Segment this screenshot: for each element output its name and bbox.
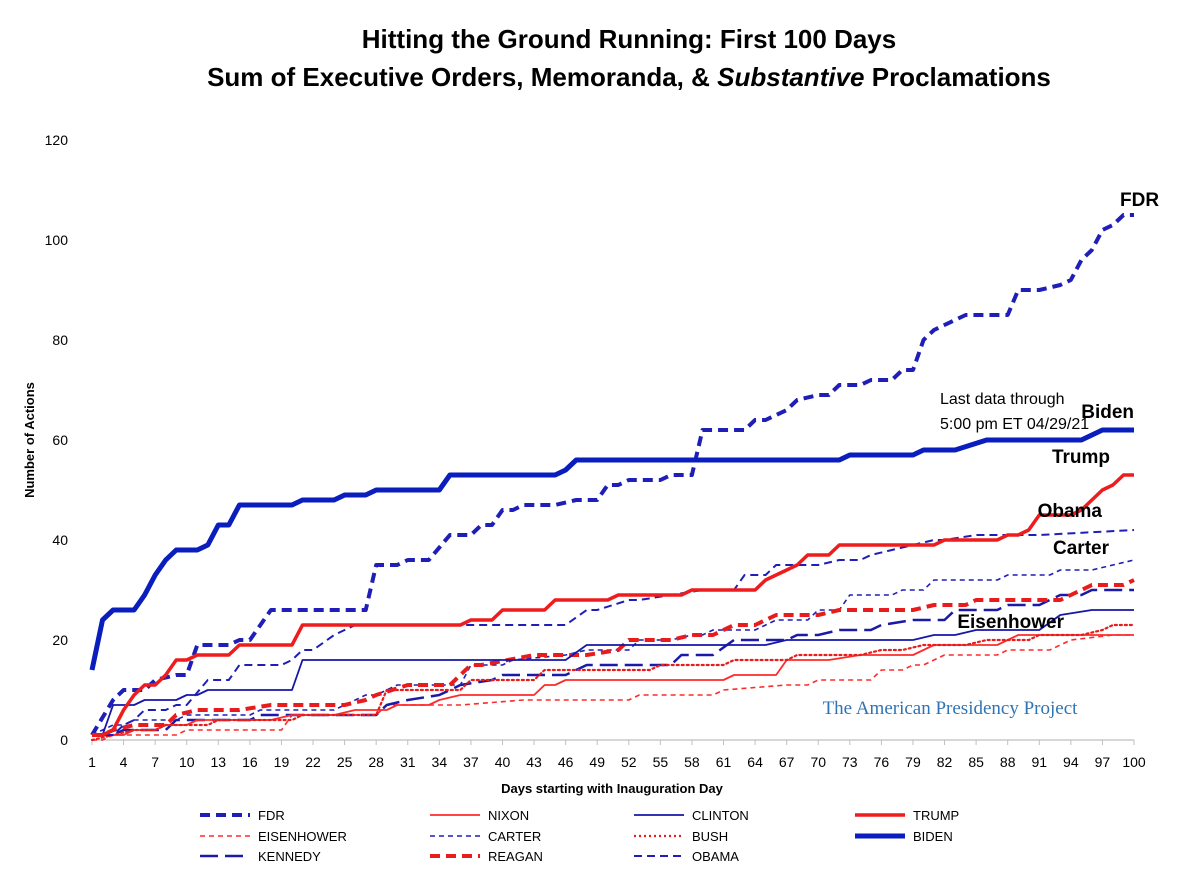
x-tick-label: 10 — [179, 754, 195, 770]
x-tick-label: 94 — [1063, 754, 1079, 770]
x-tick-label: 19 — [274, 754, 290, 770]
legend-label-clinton: CLINTON — [692, 808, 749, 823]
legend-label-kennedy: KENNEDY — [258, 849, 321, 864]
end-label-obama: Obama — [1038, 501, 1103, 522]
x-tick-label: 34 — [432, 754, 448, 770]
x-tick-label: 91 — [1031, 754, 1047, 770]
end-labels: FDR Biden Trump Obama Carter Eisenhower — [957, 190, 1159, 633]
legend-label-fdr: FDR — [258, 808, 285, 823]
legend-label-nixon: NIXON — [488, 808, 529, 823]
x-tick-label: 22 — [305, 754, 321, 770]
series-line-eisenhower — [92, 634, 1134, 741]
series-line-clinton — [92, 609, 1134, 736]
end-label-trump: Trump — [1052, 447, 1110, 468]
x-tick-label: 67 — [779, 754, 795, 770]
y-axis-label: Number of Actions — [22, 382, 37, 498]
x-tick-label: 82 — [937, 754, 953, 770]
legend: FDR EISENHOWER KENNEDY NIXON CARTER REAGAN CLI… — [200, 808, 959, 864]
end-label-biden: Biden — [1081, 402, 1134, 423]
x-tick-label: 79 — [905, 754, 921, 770]
legend-label-carter: CARTER — [488, 829, 541, 844]
y-tick-label: 20 — [52, 632, 68, 648]
x-axis-label: Days starting with Inauguration Day — [501, 781, 724, 796]
x-tick-label: 40 — [495, 754, 511, 770]
series-layer — [89, 213, 1136, 742]
legend-label-eisenhower: EISENHOWER — [258, 829, 347, 844]
x-tick-label: 46 — [558, 754, 574, 770]
series-line-nixon — [92, 634, 1134, 736]
x-tick-label: 52 — [621, 754, 637, 770]
x-tick-label: 16 — [242, 754, 258, 770]
x-tick-label: 25 — [337, 754, 353, 770]
x-tick-label: 85 — [968, 754, 984, 770]
y-tick-label: 80 — [52, 332, 68, 348]
x-tick-label: 100 — [1122, 754, 1146, 770]
x-tick-label: 13 — [211, 754, 227, 770]
end-label-carter: Carter — [1053, 538, 1110, 559]
series-line-carter — [91, 559, 1135, 736]
x-tick-label: 43 — [526, 754, 542, 770]
legend-label-bush: BUSH — [692, 829, 728, 844]
series-line-biden — [89, 427, 1134, 671]
chart-subtitle: Sum of Executive Orders, Memoranda, & Su… — [207, 62, 1051, 92]
y-tick-label: 60 — [52, 432, 68, 448]
source-label: The American Presidency Project — [823, 698, 1079, 719]
x-tick-label: 64 — [747, 754, 763, 770]
x-tick-label: 4 — [120, 754, 128, 770]
legend-label-obama: OBAMA — [692, 849, 739, 864]
x-tick-label: 31 — [400, 754, 416, 770]
y-tick-label: 100 — [45, 232, 69, 248]
x-tick-label: 61 — [716, 754, 732, 770]
legend-label-trump: TRUMP — [913, 808, 959, 823]
x-tick-label: 7 — [151, 754, 159, 770]
series-line-obama — [92, 529, 1135, 736]
x-tick-label: 70 — [810, 754, 826, 770]
end-label-eisenhower: Eisenhower — [957, 612, 1064, 633]
x-tick-label: 28 — [368, 754, 384, 770]
x-tick-label: 55 — [653, 754, 669, 770]
x-tick-label: 1 — [88, 754, 96, 770]
axes: 0 20 40 60 80 100 120 1 4 7 10 13 16 19 22 25 28 31 34 37 40… — [45, 132, 1146, 770]
chart-title: Hitting the Ground Running: First 100 Da… — [362, 24, 896, 54]
annotation-line-1: Last data through — [940, 391, 1065, 408]
x-tick-label: 97 — [1095, 754, 1111, 770]
series-line-trump — [92, 473, 1134, 737]
end-label-fdr: FDR — [1120, 190, 1159, 211]
series-line-bush — [90, 623, 1136, 742]
annotation-line-2: 5:00 pm ET 04/29/21 — [940, 416, 1089, 433]
y-tick-label: 0 — [60, 732, 68, 748]
series-line-reagan — [92, 578, 1135, 737]
y-tick-label: 40 — [52, 532, 68, 548]
series-line-kennedy — [92, 588, 1134, 737]
x-tick-label: 76 — [874, 754, 890, 770]
x-tick-label: 73 — [842, 754, 858, 770]
x-tick-label: 58 — [684, 754, 700, 770]
x-tick-label: 49 — [589, 754, 605, 770]
x-tick-label: 88 — [1000, 754, 1016, 770]
x-tick-label: 37 — [463, 754, 479, 770]
y-tick-label: 120 — [45, 132, 69, 148]
legend-label-reagan: REAGAN — [488, 849, 543, 864]
series-line-fdr — [90, 213, 1134, 737]
legend-label-biden: BIDEN — [913, 829, 953, 844]
